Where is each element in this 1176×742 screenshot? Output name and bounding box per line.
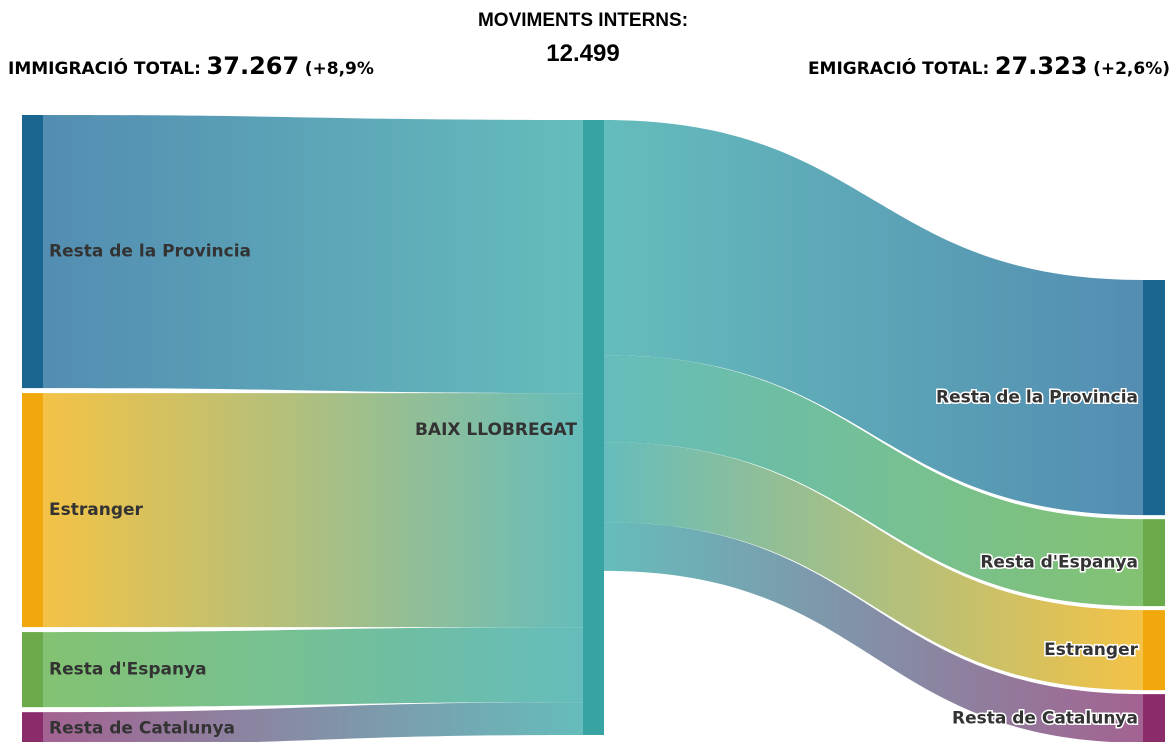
- outflow-label: Estranger: [1044, 640, 1139, 660]
- outflow-link: [604, 442, 1143, 691]
- immigration-header: IMMIGRACIÓ TOTAL: 37.267 (+8,9%: [8, 52, 374, 80]
- outflow-link: [604, 355, 1143, 607]
- center-label: BAIX LLOBREGAT: [415, 420, 577, 440]
- change: (+2,6%): [1093, 59, 1170, 79]
- inflow-node: [22, 632, 43, 708]
- total: 37.267: [206, 52, 300, 80]
- outflow-link: [604, 522, 1143, 742]
- outflow-link: [604, 120, 1143, 516]
- inflow-label: Resta d'Espanya: [49, 660, 207, 680]
- emigration-header: EMIGRACIÓ TOTAL: 27.323 (+2,6%): [808, 52, 1170, 80]
- inflow-node: [22, 115, 43, 389]
- outflow-label: Resta d'Espanya: [980, 553, 1138, 573]
- label: EMIGRACIÓ TOTAL:: [807, 59, 990, 79]
- outflow-label: Resta de la Provincia: [936, 388, 1138, 408]
- inflow-label: Resta de Catalunya: [49, 719, 235, 739]
- total: 27.323: [994, 52, 1088, 80]
- inflow-link: [43, 115, 583, 394]
- change: (+8,9%: [304, 59, 374, 79]
- inflow-link: [43, 627, 583, 708]
- inflow-node: [22, 393, 43, 628]
- internal-label: MOVIMENTS INTERNS:: [477, 10, 689, 31]
- internal-total: 12.499: [546, 40, 620, 67]
- center-node: [583, 120, 604, 735]
- inflow-link: [43, 702, 583, 742]
- inflow-label: Resta de la Provincia: [49, 242, 251, 262]
- outflow-label: Resta de Catalunya: [952, 708, 1138, 728]
- outflow-node: [1143, 610, 1165, 691]
- outflow-node: [1143, 694, 1165, 742]
- inflow-link: [43, 393, 583, 628]
- label: IMMIGRACIÓ TOTAL:: [8, 59, 201, 79]
- outflow-node: [1143, 519, 1165, 607]
- outflow-node: [1143, 280, 1165, 516]
- inflow-node: [22, 712, 43, 742]
- inflow-label: Estranger: [49, 500, 144, 520]
